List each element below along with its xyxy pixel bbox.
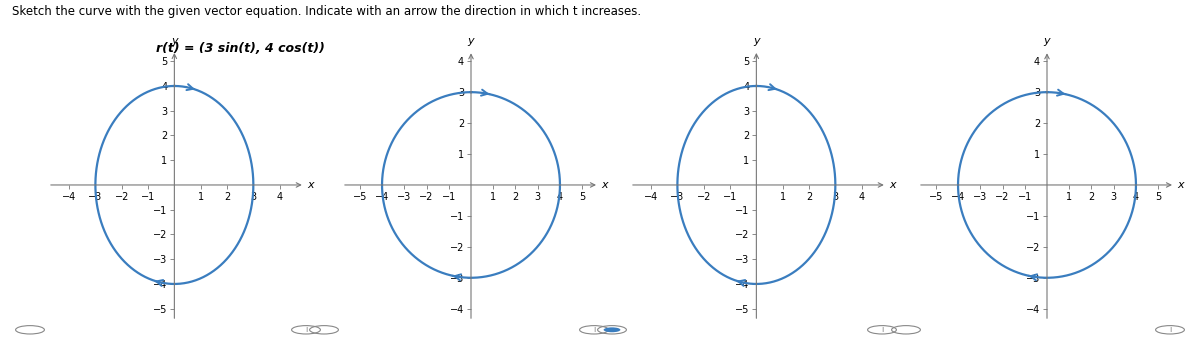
Text: y: y xyxy=(468,36,474,46)
Text: y: y xyxy=(754,36,760,46)
Text: y: y xyxy=(1044,36,1050,46)
Text: x: x xyxy=(889,180,896,190)
Text: x: x xyxy=(1177,180,1183,190)
Text: x: x xyxy=(307,180,314,190)
Text: i: i xyxy=(1169,325,1171,334)
Text: x: x xyxy=(601,180,607,190)
Text: i: i xyxy=(881,325,883,334)
Text: i: i xyxy=(305,325,307,334)
Text: y: y xyxy=(172,36,178,46)
Text: i: i xyxy=(593,325,595,334)
Text: r(t) = (3 sin(t), 4 cos(t)): r(t) = (3 sin(t), 4 cos(t)) xyxy=(156,42,325,55)
Text: Sketch the curve with the given vector equation. Indicate with an arrow the dire: Sketch the curve with the given vector e… xyxy=(12,5,641,18)
